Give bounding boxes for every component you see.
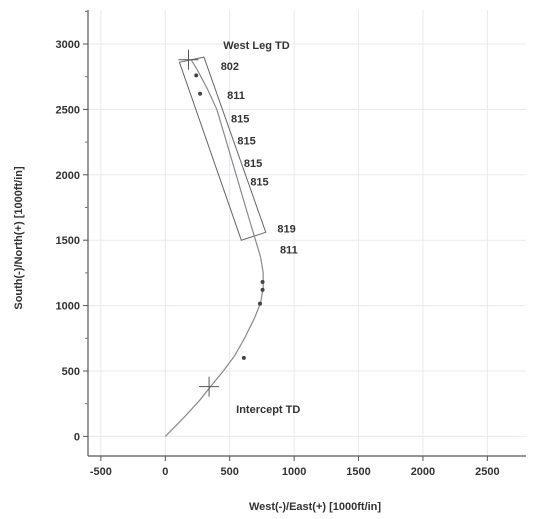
annotation-label: 811 <box>227 90 245 102</box>
grid-lines <box>88 10 526 456</box>
survey-point <box>257 301 262 306</box>
annotation-label: 815 <box>231 113 249 125</box>
crosshair-markers <box>178 49 220 397</box>
y-tick-label: 1500 <box>56 235 80 247</box>
annotation-label: 815 <box>250 176 268 188</box>
annotation-label: 811 <box>280 244 298 256</box>
annotation-label: West Leg TD <box>223 40 289 52</box>
y-tick-label: 500 <box>62 366 80 378</box>
survey-point <box>241 355 246 360</box>
annotation-label: 802 <box>221 61 239 73</box>
x-tick-label: 2500 <box>475 466 499 478</box>
y-tick-label: 3000 <box>56 39 80 51</box>
x-tick-label: 1000 <box>282 466 306 478</box>
well-path-line <box>164 59 264 437</box>
x-tick-label: 0 <box>162 466 168 478</box>
target-box <box>178 56 267 241</box>
x-tick-label: 500 <box>221 466 239 478</box>
annotation-label: 815 <box>237 136 255 148</box>
x-axis-title: West(-)/East(+) [1000ft/in] <box>249 501 381 513</box>
axes <box>87 10 526 457</box>
y-tick-label: 0 <box>74 431 80 443</box>
annotation-label: 819 <box>277 223 295 235</box>
annotation-label: Intercept TD <box>236 404 300 416</box>
y-tick-label: 1000 <box>56 301 80 313</box>
target-box-outline <box>178 56 267 241</box>
survey-point <box>198 91 203 96</box>
survey-point <box>260 287 265 292</box>
survey-markers <box>194 73 265 360</box>
survey-point <box>260 280 265 285</box>
x-tick-label: -500 <box>90 466 112 478</box>
x-tick-label: 1500 <box>346 466 370 478</box>
y-tick-label: 2000 <box>56 170 80 182</box>
well-path <box>164 59 264 437</box>
annotations: West Leg TD Intercept TD 802 811 815 815 815 81… <box>221 40 301 416</box>
x-tick-label: 2000 <box>411 466 435 478</box>
annotation-label: 815 <box>244 158 262 170</box>
axis-ticks: -500 0 500 1000 1500 2000 2500 0 500 1000 1500 2000… <box>56 10 500 478</box>
y-tick-label: 2500 <box>56 104 80 116</box>
y-axis-title: South(-)/North(+) [1000ft/in] <box>13 166 25 310</box>
survey-point <box>194 73 199 78</box>
